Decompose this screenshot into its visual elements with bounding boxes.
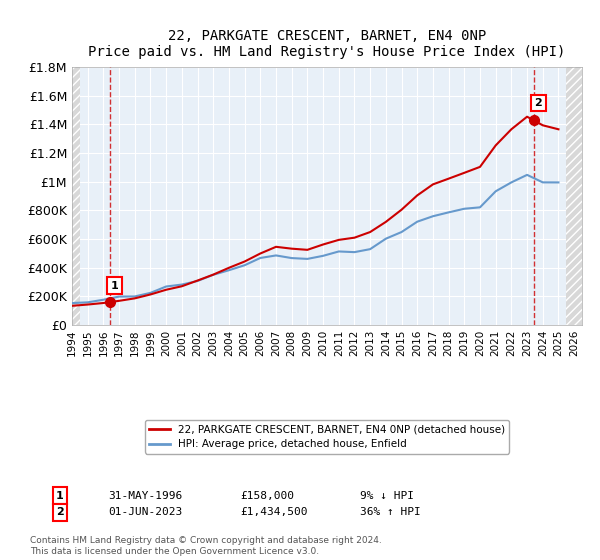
Text: 31-MAY-1996: 31-MAY-1996: [108, 491, 182, 501]
Text: 36% ↑ HPI: 36% ↑ HPI: [360, 507, 421, 517]
Legend: 22, PARKGATE CRESCENT, BARNET, EN4 0NP (detached house), HPI: Average price, det: 22, PARKGATE CRESCENT, BARNET, EN4 0NP (…: [145, 420, 509, 454]
Bar: [566, 67, 582, 325]
Title: 22, PARKGATE CRESCENT, BARNET, EN4 0NP
Price paid vs. HM Land Registry's House P: 22, PARKGATE CRESCENT, BARNET, EN4 0NP P…: [88, 29, 566, 59]
Text: 2: 2: [535, 98, 542, 108]
Text: 9% ↓ HPI: 9% ↓ HPI: [360, 491, 414, 501]
Text: 2: 2: [56, 507, 64, 517]
Text: 1: 1: [111, 281, 119, 291]
Text: £158,000: £158,000: [240, 491, 294, 501]
Text: 1: 1: [56, 491, 64, 501]
Bar: [72, 67, 80, 325]
Text: 01-JUN-2023: 01-JUN-2023: [108, 507, 182, 517]
Text: £1,434,500: £1,434,500: [240, 507, 308, 517]
Text: Contains HM Land Registry data © Crown copyright and database right 2024.
This d: Contains HM Land Registry data © Crown c…: [30, 536, 382, 556]
